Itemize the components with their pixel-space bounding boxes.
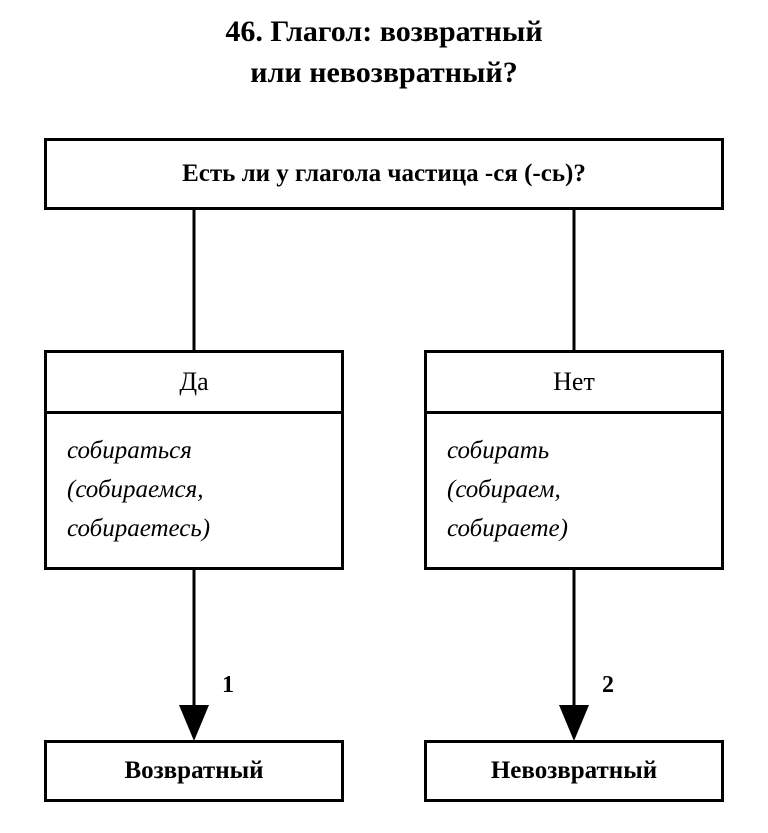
branch-left-header: Да [47, 353, 341, 414]
edge-number-left: 1 [222, 672, 234, 699]
branch-right-body-l1: собирать [447, 432, 705, 471]
branch-right-node: Нет собирать (собираем, собираете) [424, 350, 724, 570]
branch-right-body: собирать (собираем, собираете) [427, 414, 721, 572]
branch-left-body-l1: собираться [67, 432, 325, 471]
branch-right-body-l2: (собираем, [447, 471, 705, 510]
question-text: Есть ли у глагола частица -ся (-сь)? [182, 160, 586, 188]
result-right-text: Невозвратный [491, 757, 657, 785]
diagram-title: 46. Глагол: возвратный или невозвратный? [0, 12, 768, 93]
result-left-node: Возвратный [44, 740, 344, 802]
edge-number-right: 2 [602, 672, 614, 699]
branch-left-node: Да собираться (собираемся, собираетесь) [44, 350, 344, 570]
result-left-text: Возвратный [124, 757, 263, 785]
title-line2: или невозвратный? [0, 53, 768, 94]
branch-left-body-l2: (собираемся, [67, 471, 325, 510]
branch-left-body: собираться (собираемся, собираетесь) [47, 414, 341, 572]
title-line1: 46. Глагол: возвратный [0, 12, 768, 53]
question-node: Есть ли у глагола частица -ся (-сь)? [44, 138, 724, 210]
branch-right-header: Нет [427, 353, 721, 414]
branch-left-body-l3: собираетесь) [67, 510, 325, 549]
branch-right-body-l3: собираете) [447, 510, 705, 549]
result-right-node: Невозвратный [424, 740, 724, 802]
